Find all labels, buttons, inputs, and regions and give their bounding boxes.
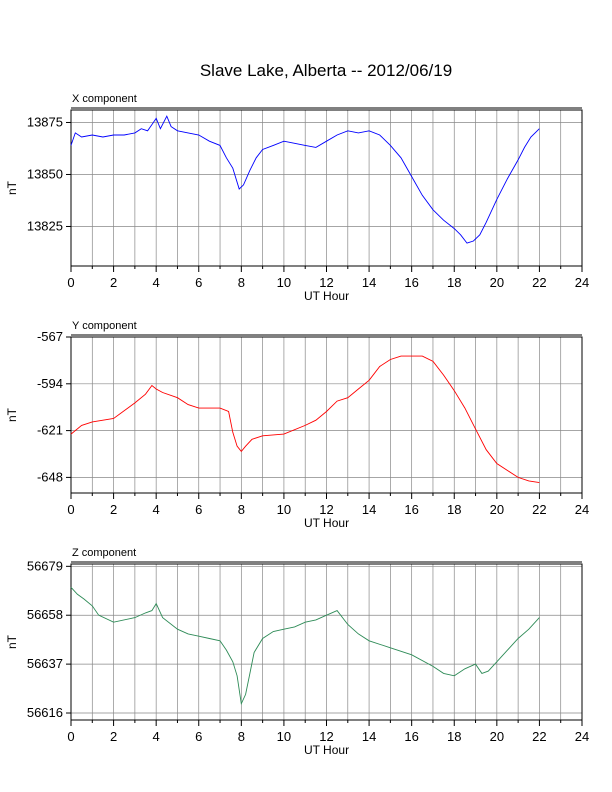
x-tick-label: 22 [532,502,546,517]
x-tick-label: 10 [277,275,291,290]
y-tick-label: -621 [37,423,63,438]
x-tick-label: 22 [532,275,546,290]
x-tick-label: 16 [404,502,418,517]
x-axis-label: UT Hour [304,516,349,530]
y-tick-label: 13850 [27,166,63,181]
x-tick-label: 22 [532,729,546,744]
x-tick-label: 24 [575,502,589,517]
x-tick-label: 18 [447,729,461,744]
x-tick-label: 20 [490,275,504,290]
x-tick-label: 4 [153,502,160,517]
y-tick-label: 56637 [27,656,63,671]
x-tick-label: 14 [362,729,376,744]
y-axis-label: nT [5,407,19,422]
x-tick-label: 18 [447,275,461,290]
x-tick-label: 6 [195,275,202,290]
x-tick-label: 24 [575,275,589,290]
x-tick-label: 14 [362,275,376,290]
series-line [70,355,540,484]
x-tick-label: 0 [67,275,74,290]
y-tick-label: 56658 [27,607,63,622]
x-tick-label: 20 [490,502,504,517]
x-tick-label: 24 [575,729,589,744]
y-axis-label: nT [5,634,19,649]
panel-label: Z component [72,547,136,559]
figure-title: Slave Lake, Alberta -- 2012/06/19 [200,61,452,80]
y-tick-label: -567 [37,329,63,344]
x-axis-label: UT Hour [304,289,349,303]
y-tick-label: -594 [37,376,63,391]
series-line [70,586,540,706]
x-tick-label: 2 [110,502,117,517]
x-tick-label: 8 [238,275,245,290]
x-tick-label: 6 [195,502,202,517]
x-tick-label: 6 [195,729,202,744]
x-tick-label: 2 [110,275,117,290]
y-tick-label: 13875 [27,114,63,129]
y-tick-label: 56679 [27,558,63,573]
panel-3: 0 2 4 6 8 10 12 14 16 18 20 22 245667956658566375661… [5,547,589,757]
x-tick-label: 8 [238,502,245,517]
x-tick-label: 0 [67,502,74,517]
y-tick-label: -648 [37,469,63,484]
panel-label: X component [72,93,137,105]
x-tick-label: 8 [238,729,245,744]
x-tick-label: 20 [490,729,504,744]
x-tick-label: 10 [277,502,291,517]
x-tick-label: 2 [110,729,117,744]
y-tick-label: 56616 [27,705,63,720]
x-tick-label: 4 [153,729,160,744]
x-tick-label: 18 [447,502,461,517]
x-axis-label: UT Hour [304,743,349,757]
x-tick-label: 16 [404,729,418,744]
x-tick-label: 14 [362,502,376,517]
x-tick-label: 12 [319,502,333,517]
x-tick-label: 10 [277,729,291,744]
y-axis-label: nT [5,180,19,195]
x-tick-label: 12 [319,729,333,744]
panel-label: Y component [72,320,137,332]
y-tick-label: 13825 [27,218,63,233]
x-tick-label: 0 [67,729,74,744]
x-tick-label: 12 [319,275,333,290]
x-tick-label: 4 [153,275,160,290]
x-tick-label: 16 [404,275,418,290]
series-line [70,115,540,244]
